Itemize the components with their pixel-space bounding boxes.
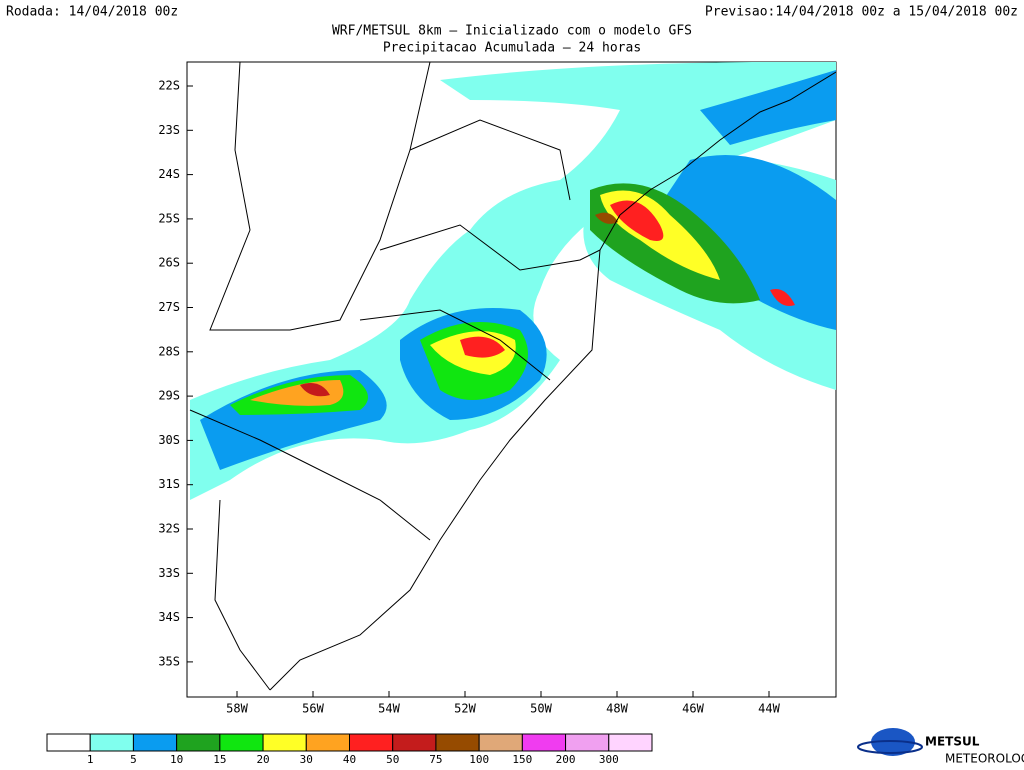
lon-label: 52W <box>454 702 476 716</box>
rain-5-10 <box>700 70 836 145</box>
colorbar-box <box>608 733 653 752</box>
colorbar-label: 200 <box>556 753 576 766</box>
colorbar-box <box>435 733 480 752</box>
precipitation <box>190 62 836 500</box>
colorbar-box <box>392 733 437 752</box>
colorbar-label: 300 <box>599 753 619 766</box>
colorbar-box <box>176 733 221 752</box>
rain-50-75 <box>300 382 330 397</box>
forecast-label: Previsao:14/04/2018 00z a 15/04/2018 00z <box>705 5 1018 20</box>
colorbar-box <box>565 733 610 752</box>
lat-label: 24S <box>158 167 180 181</box>
logo: METSUL METEOROLOGIA <box>857 728 1024 766</box>
lat-label: 26S <box>158 256 180 270</box>
lat-label: 25S <box>158 211 180 225</box>
border <box>379 224 601 271</box>
colorbar-box <box>46 733 91 752</box>
lat-label: 22S <box>158 79 180 93</box>
subtitle: Precipitacao Acumulada – 24 horas <box>383 41 641 56</box>
map: 22S 23S 24S 25S 26S 27S 28S 29S 30S 31S 32S 33S 34S 3… <box>158 61 837 716</box>
colorbar-box <box>132 733 178 752</box>
lon-label: 46W <box>682 702 704 716</box>
logo-ring <box>857 740 923 754</box>
border <box>209 62 431 331</box>
colorbar-label: 100 <box>469 753 489 766</box>
coastline <box>269 71 836 691</box>
lon-label: 58W <box>226 702 248 716</box>
rain-5-10 <box>650 155 836 330</box>
lon-label: 44W <box>758 702 780 716</box>
border <box>189 409 431 541</box>
lat-label: 27S <box>158 300 180 314</box>
run-label: Rodada: 14/04/2018 00z <box>6 5 178 20</box>
lat-label: 29S <box>158 389 180 403</box>
border <box>359 309 551 381</box>
borders <box>189 62 836 691</box>
lon-label: 56W <box>302 702 324 716</box>
lon-labels: 58W 56W 54W 52W 50W 48W 46W 44W <box>226 691 781 716</box>
lat-label: 32S <box>158 522 180 536</box>
colorbar-label: 75 <box>429 753 442 766</box>
rain-75-100 <box>595 212 618 224</box>
title: WRF/METSUL 8km – Inicializado com o mode… <box>332 24 692 39</box>
colorbar-box <box>349 733 394 752</box>
lon-label: 48W <box>606 702 628 716</box>
lat-label: 28S <box>158 344 180 358</box>
colorbar-label: 30 <box>300 753 313 766</box>
colorbar-box <box>478 733 523 752</box>
logo-name: METSUL <box>925 735 980 749</box>
colorbar-label: 10 <box>170 753 183 766</box>
colorbar: 1 5 10 15 20 30 40 50 75 100 150 200 300 <box>46 733 653 766</box>
colorbar-box <box>262 733 307 752</box>
lat-labels: 22S 23S 24S 25S 26S 27S 28S 29S 30S 31S 32S 33S 34S 3… <box>158 79 193 668</box>
logo-tagline: METEOROLOGIA <box>945 752 1024 766</box>
lat-label: 34S <box>158 610 180 624</box>
lat-label: 30S <box>158 433 180 447</box>
colorbar-box <box>219 733 264 752</box>
rain-40-50 <box>770 289 795 306</box>
border <box>214 499 271 691</box>
lat-label: 33S <box>158 566 180 580</box>
rain-40-50 <box>460 336 505 358</box>
colorbar-box <box>305 733 350 752</box>
colorbar-box <box>89 733 134 752</box>
colorbar-box <box>521 733 567 752</box>
colorbar-label: 40 <box>343 753 356 766</box>
lat-label: 23S <box>158 123 180 137</box>
rain-40-50 <box>610 200 664 241</box>
lat-label: 31S <box>158 477 180 491</box>
colorbar-label: 50 <box>386 753 399 766</box>
colorbar-label: 150 <box>512 753 532 766</box>
lon-label: 50W <box>530 702 552 716</box>
colorbar-label: 20 <box>256 753 269 766</box>
lat-label: 35S <box>158 654 180 668</box>
colorbar-label: 1 <box>87 753 94 766</box>
colorbar-label: 15 <box>213 753 226 766</box>
colorbar-label: 5 <box>130 753 137 766</box>
lon-label: 54W <box>378 702 400 716</box>
border <box>409 119 571 201</box>
